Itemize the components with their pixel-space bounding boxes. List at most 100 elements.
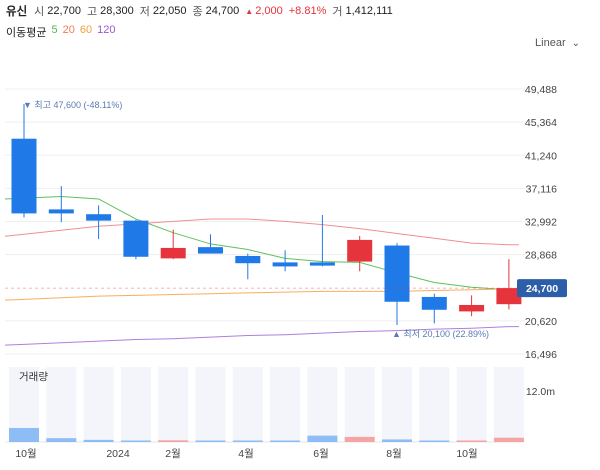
ma-line-120 — [4, 326, 519, 346]
x-tick-label: 6월 — [313, 448, 329, 460]
volume-bar — [270, 440, 301, 442]
candle-body — [235, 255, 261, 264]
y-tick-label: 41,240 — [525, 150, 557, 162]
volume-bar — [83, 439, 114, 442]
candle — [459, 295, 485, 317]
candle-body — [11, 138, 37, 214]
volume-column-bg — [232, 367, 263, 442]
high-annotation: ▼ 최고 47,600 (-48.11%) — [23, 100, 122, 110]
volume-column-bg — [493, 367, 524, 442]
candle-body — [347, 239, 373, 262]
volume-bar — [232, 440, 263, 442]
current-price-tag — [517, 279, 567, 298]
high-label: 고 — [86, 6, 98, 18]
volume-bar — [158, 440, 189, 442]
x-tick-label: 2월 — [165, 448, 181, 460]
candle-body — [496, 288, 522, 305]
change-percent: +8.81% — [288, 5, 327, 17]
stock-summary: 유신 시 22,700 고 28,300 저 22,050 종 24,700 ▲… — [6, 2, 399, 20]
y-tick-label: 20,620 — [525, 316, 557, 328]
volume-column-bg — [83, 367, 114, 442]
volume-column-bg — [270, 367, 301, 442]
volume-bar — [382, 439, 412, 442]
open-value: 22,700 — [47, 5, 81, 17]
candle-body — [160, 247, 186, 259]
volume-bar — [9, 427, 39, 442]
y-tick-label: 32,992 — [525, 217, 557, 229]
candle — [11, 104, 37, 218]
ma-line-5 — [4, 196, 519, 291]
volume-value: 1,412,111 — [345, 5, 393, 17]
volume-column-bg — [344, 367, 375, 442]
candle-body — [123, 220, 149, 257]
candle — [86, 205, 112, 240]
x-tick-label: 4월 — [238, 448, 254, 460]
volume-bar — [344, 436, 375, 442]
volume-label: 거 — [332, 6, 343, 18]
candle — [309, 215, 335, 267]
y-tick-label: 16,496 — [525, 349, 557, 361]
current-price-label: 24,700 — [526, 283, 558, 295]
candle-body — [86, 214, 112, 221]
volume-column-bg — [382, 367, 412, 442]
volume-bar — [120, 440, 151, 442]
scale-label: Linear — [535, 37, 566, 49]
volume-bar — [195, 440, 226, 442]
chevron-down-icon: ⌄ — [571, 37, 580, 49]
ma-line-60 — [4, 288, 519, 301]
volume-column-bg — [195, 367, 226, 442]
y-tick-label: 37,116 — [526, 183, 557, 195]
candle-body — [421, 296, 447, 310]
candle — [496, 259, 522, 310]
x-tick-label: 10월 — [456, 448, 477, 460]
volume-column-bg — [456, 367, 487, 442]
x-tick-label: 8월 — [386, 448, 402, 460]
volume-column-bg — [120, 367, 151, 442]
candle-body — [272, 262, 298, 267]
volume-column-bg — [46, 367, 77, 442]
candle — [384, 243, 410, 326]
moving-average-label: 이동평균 — [6, 27, 47, 39]
y-tick-label: 49,488 — [525, 84, 557, 96]
candle — [235, 253, 261, 280]
volume-column-bg — [307, 367, 338, 442]
volume-column-bg — [158, 367, 189, 442]
candle — [272, 250, 298, 272]
candle — [421, 293, 447, 324]
candle-body — [459, 304, 485, 312]
y-tick-label: 45,364 — [525, 117, 557, 129]
volume-column-bg — [419, 367, 450, 442]
candle-body — [309, 262, 335, 266]
ma-5-label: 5 — [51, 24, 58, 36]
candle — [123, 219, 149, 260]
low-annotation: ▲ 최저 20,100 (22.89%) — [392, 329, 489, 339]
volume-panel-label: 거래량 — [19, 371, 48, 383]
y-tick-label: 28,868 — [525, 250, 557, 262]
candle — [48, 186, 74, 223]
close-value: 24,700 — [205, 5, 240, 17]
x-tick-label: 2024 — [106, 448, 130, 460]
volume-bar — [46, 438, 77, 442]
low-label: 저 — [139, 6, 150, 18]
ma-120-label: 120 — [97, 24, 116, 36]
x-tick-label: 10월 — [15, 448, 36, 460]
candle — [198, 234, 223, 254]
moving-average-legend: 이동평균 5 20 60 120 — [6, 24, 120, 40]
volume-bar — [419, 440, 450, 442]
ma-line-20 — [4, 218, 519, 246]
scale-selector[interactable]: Linear ⌄ — [535, 37, 580, 49]
volume-bar — [307, 435, 338, 442]
candle-body — [198, 247, 223, 254]
change-value: 2,000 — [255, 5, 283, 17]
low-value: 22,050 — [152, 5, 187, 17]
volume-bar — [456, 440, 487, 442]
candle — [160, 229, 186, 260]
ma-60-label: 60 — [79, 24, 93, 36]
up-triangle-icon: ▲ — [245, 6, 254, 16]
stock-name: 유신 — [6, 6, 28, 18]
close-label: 종 — [192, 6, 203, 18]
candle-body — [384, 245, 410, 302]
ma-20-label: 20 — [62, 24, 75, 36]
candle — [347, 235, 373, 272]
